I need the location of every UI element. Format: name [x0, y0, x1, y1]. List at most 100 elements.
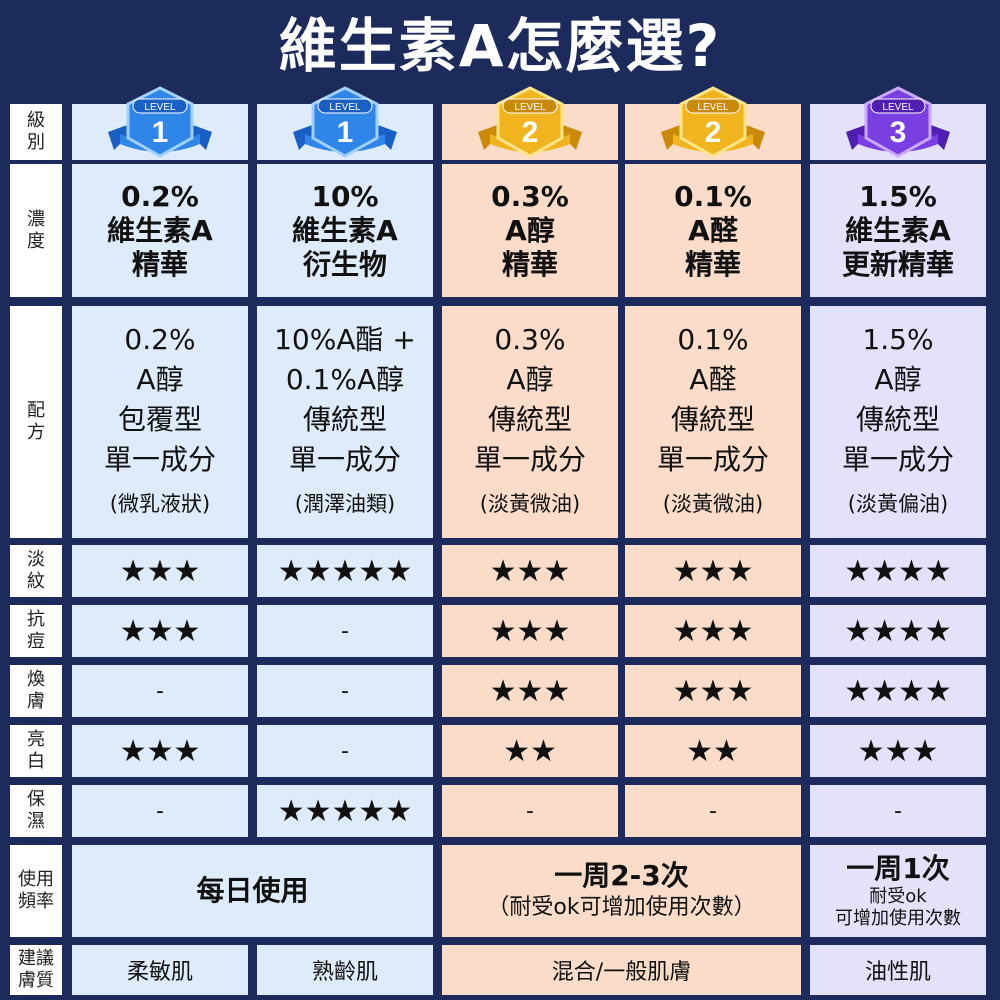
frequency-group-1: 每日使用 [72, 845, 433, 937]
formula-cell: 0.1% A醛傳統型單一成分 (淡黃微油) [625, 306, 801, 538]
formula-line: A醇 [506, 363, 554, 396]
frequency-note: 可增加使用次數 [835, 908, 961, 929]
radiance-rating: ★★★ [625, 665, 801, 717]
formula-line: 0.3% [494, 323, 566, 356]
concentration-line: 維生素A [845, 213, 951, 247]
formula-line: 單一成分 [656, 443, 769, 476]
frequency-note: 耐受ok [869, 886, 927, 907]
badge-level-tag: LEVEL [697, 102, 729, 113]
formula-line: 包覆型 [117, 403, 202, 436]
skin-type-cell: 油性肌 [810, 945, 986, 995]
level-2-badge-icon: LEVEL 2 [478, 86, 582, 158]
concentration-line: 1.5% [859, 179, 937, 213]
formula-line: A醇 [136, 363, 184, 396]
level-1-badge-icon: LEVEL 1 [293, 86, 397, 158]
row-label-text: 度 [27, 230, 45, 252]
concentration-cell: 0.2% 維生素A 精華 [72, 164, 248, 297]
wrinkle-rating: ★★★★★ [257, 545, 433, 597]
concentration-cell: 0.1% A醛 精華 [625, 164, 801, 297]
frequency-group-3: 一周1次 耐受ok 可增加使用次數 [810, 845, 986, 937]
badge-level-number: 3 [890, 116, 907, 149]
formula-line: 0.1%A醇 [285, 363, 405, 396]
row-label-text: 亮 [27, 729, 45, 750]
concentration-cell: 1.5% 維生素A 更新精華 [810, 164, 986, 297]
frequency-text: 每日使用 [196, 874, 309, 907]
radiance-rating: - [72, 665, 248, 717]
level-1-badge-icon: LEVEL 1 [108, 86, 212, 158]
level-cell: LEVEL 2 [625, 86, 801, 160]
level-3-badge-icon: LEVEL 3 [846, 86, 950, 158]
concentration-line: 更新精華 [841, 247, 954, 281]
row-label-text: 使用 [18, 869, 54, 890]
acne-rating: ★★★★ [810, 605, 986, 657]
brighten-rating: ★★ [625, 725, 801, 777]
concentration-line: A醇 [505, 213, 555, 247]
formula-note: (淡黃微油) [479, 492, 581, 516]
badge-level-number: 1 [337, 116, 354, 149]
level-cell: LEVEL 3 [810, 86, 986, 160]
concentration-line: 維生素A [107, 213, 213, 247]
row-label-text: 膚質 [18, 970, 54, 991]
skin-type-cell: 柔敏肌 [72, 945, 248, 995]
moisture-rating: - [72, 785, 248, 837]
formula-note: (潤澤油類) [294, 492, 396, 516]
formula-cell: 0.3% A醇傳統型單一成分 (淡黃微油) [442, 306, 618, 538]
formula-line: A醇 [874, 363, 922, 396]
formula-note: (淡黃微油) [662, 492, 764, 516]
row-label-text: 淡 [27, 549, 45, 570]
formula-cell: 0.2% A醇包覆型單一成分 (微乳液狀) [72, 306, 248, 538]
formula-line: 單一成分 [288, 443, 401, 476]
page-title: 維生素A怎麼選? [278, 12, 722, 80]
badge-level-number: 1 [152, 116, 169, 149]
row-label-wrinkle: 淡紋 [10, 545, 62, 597]
formula-line: 1.5% [862, 323, 934, 356]
wrinkle-rating: ★★★ [72, 545, 248, 597]
badge-level-tag: LEVEL [882, 102, 914, 113]
row-label-skin: 建議 膚質 [10, 945, 62, 995]
concentration-line: 0.2% [121, 179, 199, 213]
row-label-formula: 配方 [10, 306, 62, 538]
level-2-badge-icon: LEVEL 2 [661, 86, 765, 158]
skin-type-cell: 混合/一般肌膚 [442, 945, 801, 995]
formula-line: 0.1% [677, 323, 749, 356]
brighten-rating: ★★ [442, 725, 618, 777]
skin-type-cell: 熟齡肌 [257, 945, 433, 995]
formula-line: 0.2% [124, 323, 196, 356]
row-label-text: 級 [27, 110, 45, 131]
formula-line: 單一成分 [841, 443, 954, 476]
concentration-line: 衍生物 [302, 247, 387, 281]
formula-cell: 1.5% A醇 傳統型 單一成分 (淡黃偏油) [810, 306, 986, 538]
row-label-text: 紋 [27, 571, 45, 592]
formula-line: 傳統型 [670, 403, 755, 436]
row-label-brighten: 亮白 [10, 725, 62, 777]
badge-level-number: 2 [522, 116, 539, 149]
row-label-frequency: 使用 頻率 [10, 845, 62, 937]
formula-line: 傳統型 [302, 403, 387, 436]
formula-line: 單一成分 [103, 443, 216, 476]
concentration-line: 0.3% [491, 179, 569, 213]
moisture-rating: - [625, 785, 801, 837]
row-label-text: 白 [27, 751, 45, 772]
formula-line: A醛 [689, 363, 737, 396]
concentration-line: 精華 [131, 247, 188, 281]
radiance-rating: ★★★ [442, 665, 618, 717]
concentration-line: 精華 [684, 247, 741, 281]
row-label-text: 保 [27, 789, 45, 810]
formula-note: (微乳液狀) [109, 492, 211, 516]
radiance-rating: - [257, 665, 433, 717]
formula-line: 傳統型 [487, 403, 572, 436]
level-cell: LEVEL 1 [72, 86, 248, 160]
concentration-cell: 10% 維生素A 衍生物 [257, 164, 433, 297]
formula-line: 10%A酯 + [274, 323, 416, 356]
row-label-level: 級別 [10, 104, 62, 160]
formula-line: 單一成分 [473, 443, 586, 476]
brighten-rating: - [257, 725, 433, 777]
frequency-group-2: 一周2-3次 （耐受ok可增加使用次數） [442, 845, 801, 937]
wrinkle-rating: ★★★ [625, 545, 801, 597]
frequency-note: （耐受ok可增加使用次數） [487, 895, 756, 920]
concentration-line: 0.1% [674, 179, 752, 213]
frequency-text: 一周1次 [846, 852, 950, 885]
concentration-cell: 0.3% A醇 精華 [442, 164, 618, 297]
acne-rating: ★★★ [442, 605, 618, 657]
brighten-rating: ★★★ [810, 725, 986, 777]
